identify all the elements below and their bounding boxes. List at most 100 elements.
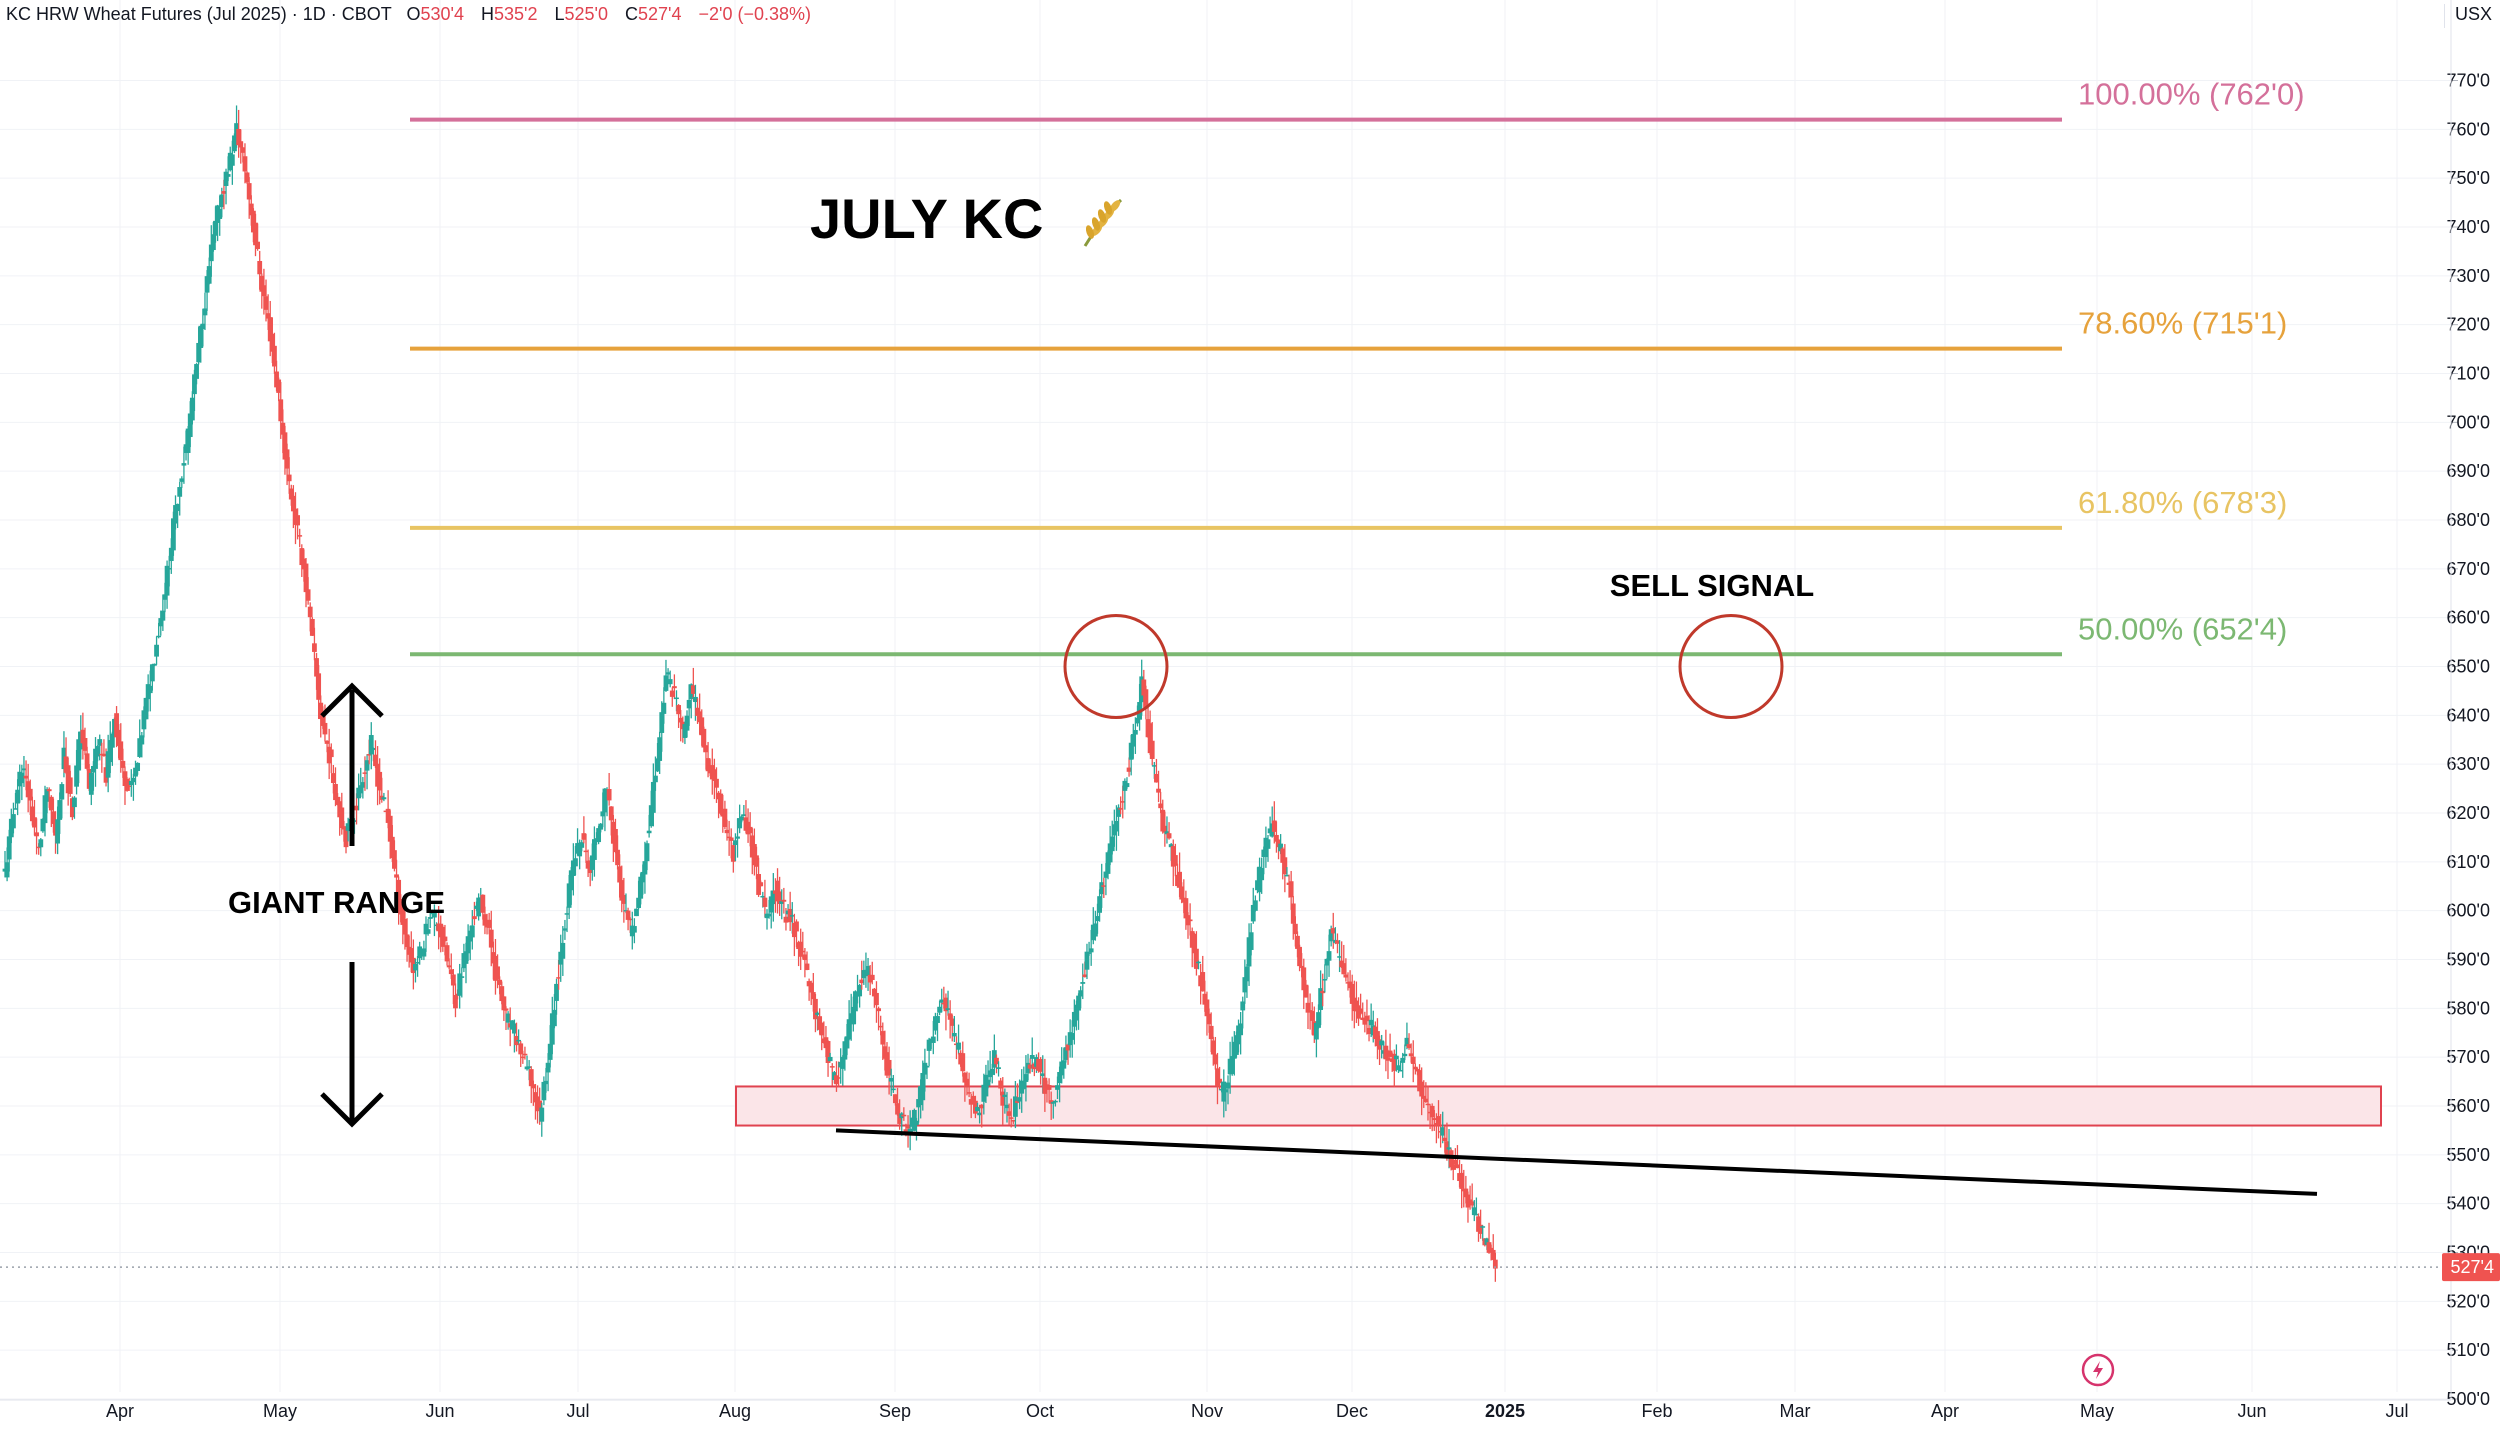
candle-body <box>126 785 132 788</box>
candle-body <box>1124 783 1130 788</box>
candle-body <box>158 618 164 627</box>
candle-body <box>1107 843 1113 863</box>
candle-body <box>583 850 589 853</box>
candle-body <box>1288 881 1294 898</box>
candle-body <box>617 866 623 883</box>
candle-body <box>415 962 420 964</box>
candle-body <box>57 800 63 820</box>
candle-body <box>1004 1104 1010 1109</box>
candle-body <box>1364 1015 1370 1022</box>
candle-body <box>1234 1035 1239 1055</box>
lightning-icon[interactable] <box>2081 1353 2115 1387</box>
candle-body <box>947 1013 953 1020</box>
candle-body <box>303 563 309 593</box>
candle-body <box>135 762 141 771</box>
candle-body <box>1166 833 1172 839</box>
candle-body <box>164 565 170 596</box>
candle-body <box>457 973 463 996</box>
candle-body <box>543 1080 549 1085</box>
candle-body <box>1052 1100 1058 1103</box>
x-tick-label: Aug <box>719 1401 751 1421</box>
candle-body <box>101 753 107 757</box>
candle-body <box>1412 1066 1418 1070</box>
candle-body <box>1212 1054 1218 1065</box>
candle-body <box>690 685 696 694</box>
candle-body <box>922 1062 928 1075</box>
candle-body <box>194 364 199 379</box>
candle-body <box>735 836 740 839</box>
candle-body <box>272 345 277 367</box>
candle-body <box>84 753 90 769</box>
candle-body <box>1177 871 1182 888</box>
candle-body <box>951 1032 957 1037</box>
candle-body <box>210 234 216 251</box>
candle-body <box>137 738 143 757</box>
candle-body <box>274 371 279 388</box>
time-axis[interactable]: Apr May Jun Jul Aug Sep Oct Nov Dec 2025 Feb Mar Apr… <box>0 1399 2451 1421</box>
candle-body <box>1027 1064 1033 1069</box>
candle-body <box>644 843 650 862</box>
candle-body <box>560 942 566 959</box>
x-tick-label: Dec <box>1336 1401 1368 1421</box>
candle-body <box>288 488 294 500</box>
candle-body <box>893 1094 898 1104</box>
candle-body <box>596 828 602 843</box>
candle-body <box>1215 1068 1220 1087</box>
candle-body <box>874 992 879 1006</box>
candle-body <box>280 422 286 435</box>
candle-body <box>152 663 157 666</box>
candle-body <box>808 982 814 993</box>
candle-body <box>956 1042 961 1050</box>
y-tick-label: 720'0 <box>2447 315 2490 335</box>
candle-body <box>537 1100 543 1110</box>
candle-body <box>602 788 608 813</box>
candle-body <box>966 1092 972 1094</box>
candle-body <box>482 914 488 926</box>
candle-body <box>29 806 35 822</box>
x-tick-label: Sep <box>879 1401 911 1421</box>
y-tick-label: 760'0 <box>2447 119 2490 139</box>
candle-body <box>979 1104 985 1109</box>
candle-body <box>1248 932 1254 950</box>
currency-label[interactable]: USX <box>2443 4 2492 28</box>
candle-body <box>204 276 210 293</box>
candle-body <box>387 815 393 842</box>
candle-body <box>1048 1100 1054 1104</box>
candle-body <box>200 323 206 329</box>
candle-body <box>1160 809 1166 832</box>
candle-body <box>278 399 284 422</box>
candle-body <box>238 141 244 148</box>
candle-body <box>248 203 254 216</box>
candle-body <box>27 788 33 801</box>
candle-body <box>400 906 406 925</box>
candle-body <box>366 754 372 756</box>
candle-body <box>202 308 208 316</box>
candle-body <box>402 918 408 935</box>
symbol-title[interactable]: KC HRW Wheat Futures (Jul 2025) · 1D · C… <box>6 4 392 24</box>
candle-body <box>1252 900 1258 911</box>
price-axis[interactable]: 500'0510'0520'0530'0540'0550'0560'0570'0… <box>2442 0 2500 1409</box>
candle-body <box>149 664 155 682</box>
candle-body <box>1394 1055 1399 1060</box>
candle-body <box>141 710 147 730</box>
candle-body <box>625 910 631 920</box>
candle-body <box>1204 999 1210 1017</box>
candle-body <box>598 823 604 830</box>
range-arrow-down-head <box>320 1092 384 1128</box>
candle-body <box>777 891 783 904</box>
candle-body <box>1440 1127 1446 1136</box>
candle-body <box>589 855 595 870</box>
candle-body <box>1006 1111 1012 1116</box>
candle-body <box>168 547 174 562</box>
candle-body <box>1335 940 1340 944</box>
candle-body <box>552 1009 557 1027</box>
candle-body <box>147 685 153 694</box>
candle-body <box>429 910 435 915</box>
x-tick-label: Nov <box>1191 1401 1223 1421</box>
candle-body <box>1010 1120 1016 1122</box>
candle-body <box>512 1023 517 1034</box>
candle-body <box>1105 852 1111 874</box>
candle-body <box>6 836 12 860</box>
